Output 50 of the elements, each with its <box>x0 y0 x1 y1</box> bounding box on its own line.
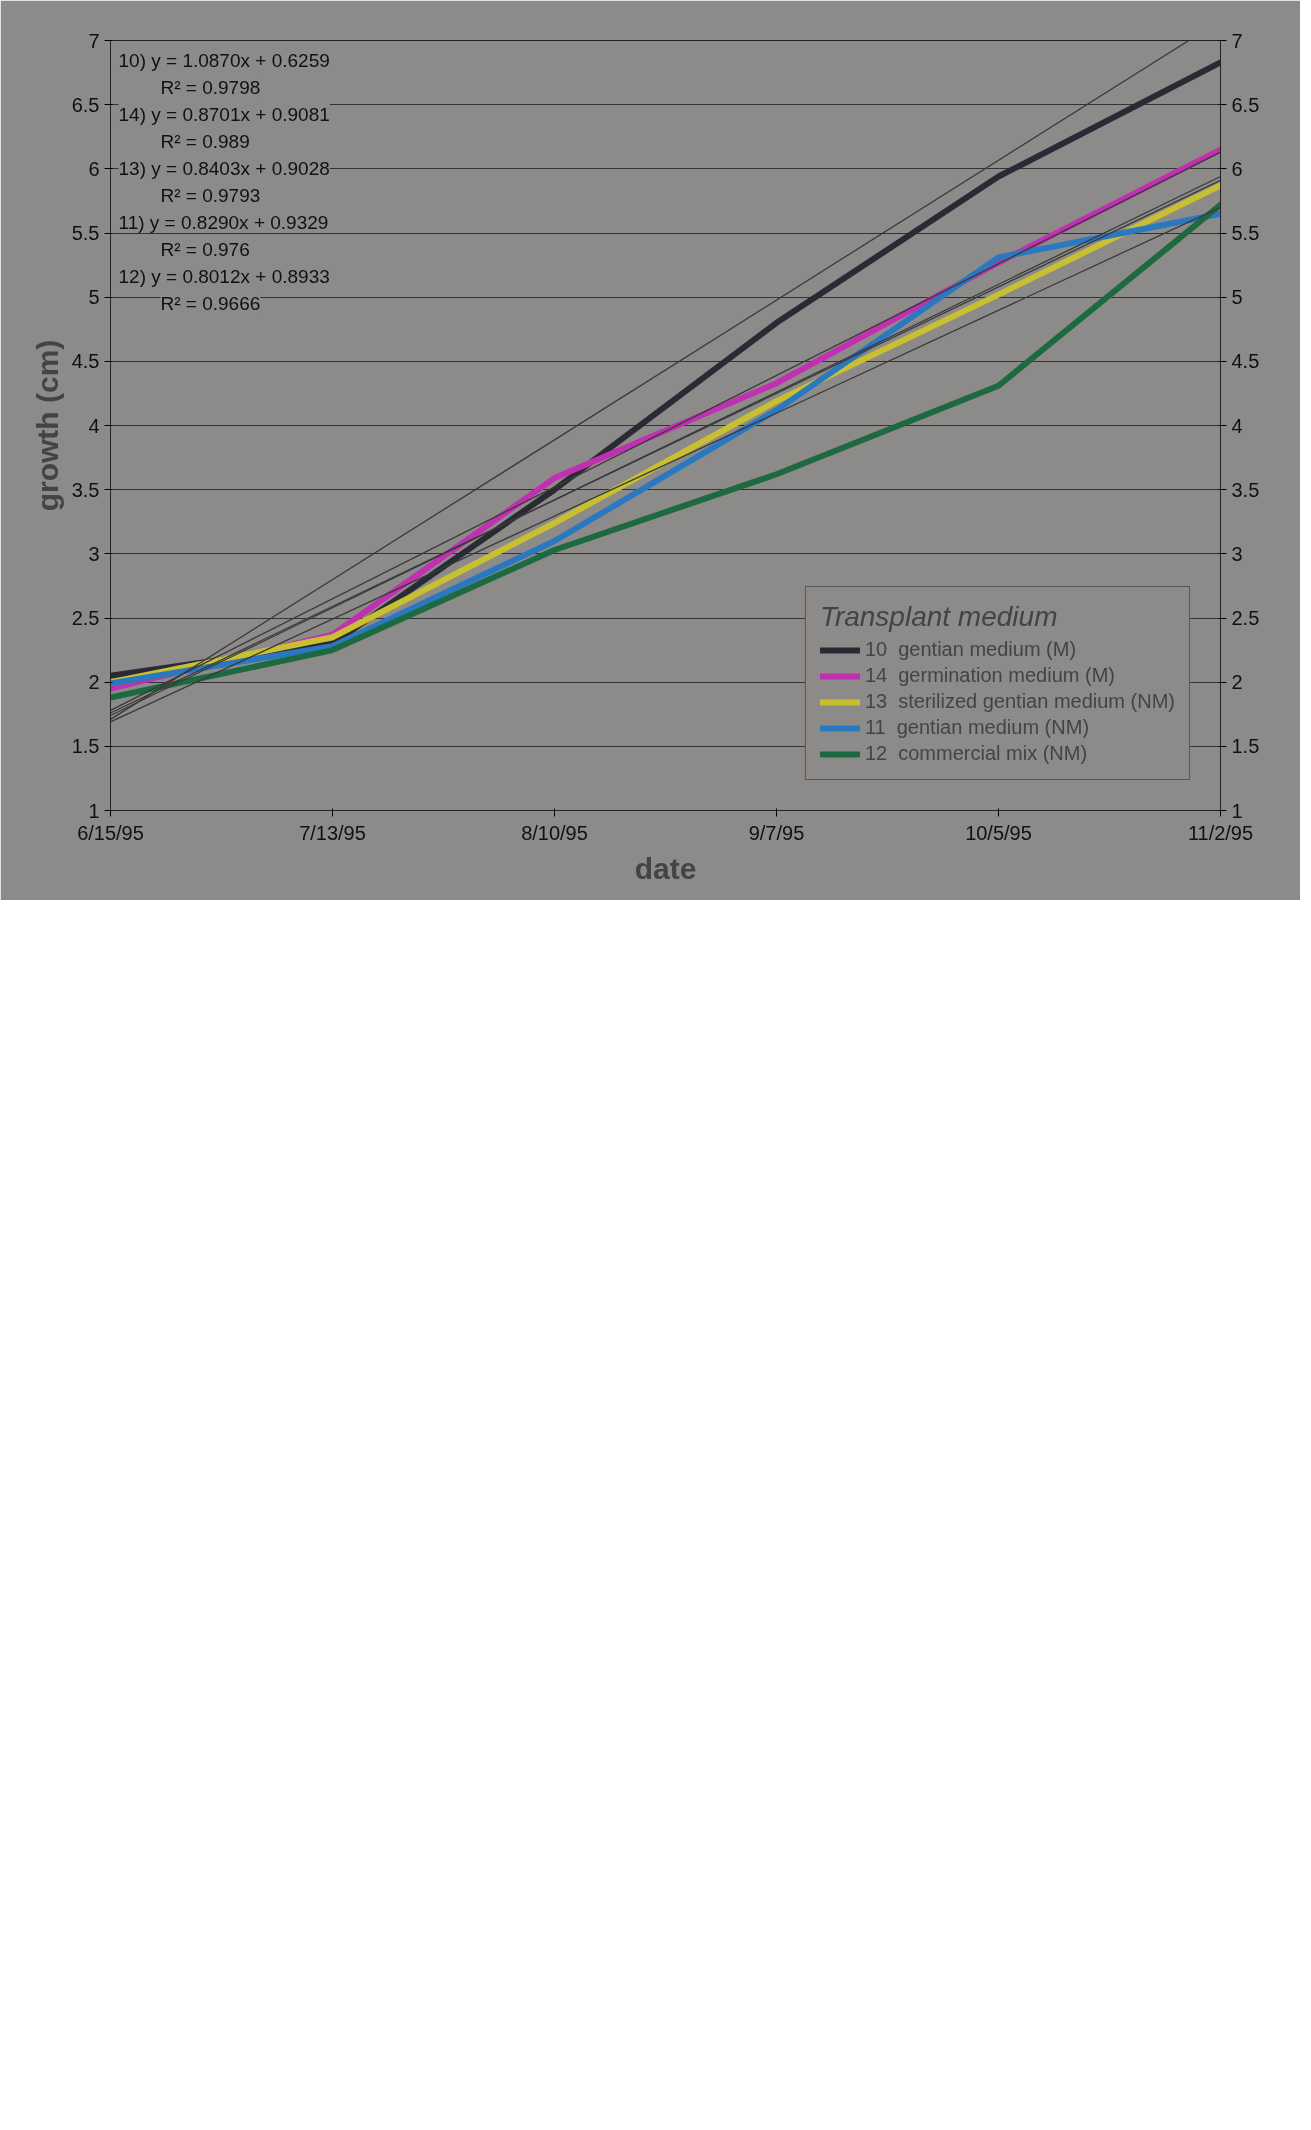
legend-label: 11 gentian medium (NM) <box>864 716 1090 739</box>
y2-tick-label: 3 <box>1231 542 1243 565</box>
y2-tick-label: 2 <box>1231 671 1243 694</box>
y2-tick-label: 6 <box>1231 157 1243 180</box>
y2-tick-label: 3.5 <box>1231 478 1260 501</box>
legend-label: 14 germination medium (M) <box>864 664 1115 687</box>
y-axis-title: growth (cm) <box>30 339 64 512</box>
y-tick-label: 6 <box>88 157 100 180</box>
annotation: 11) y = 0.8290x + 0.9329 <box>118 211 329 233</box>
legend-label: 12 commercial mix (NM) <box>864 742 1088 765</box>
y2-tick-label: 1.5 <box>1231 735 1260 758</box>
annotation: R² = 0.9798 <box>160 76 261 98</box>
x-tick-label: 11/2/95 <box>1187 821 1254 844</box>
y2-tick-label: 1 <box>1231 799 1243 822</box>
y-tick-label: 4 <box>88 414 100 437</box>
y2-tick-label: 4 <box>1231 414 1243 437</box>
y-tick-label: 2 <box>88 671 100 694</box>
y-tick-label: 1.5 <box>71 735 100 758</box>
legend-label: 10 gentian medium (M) <box>864 638 1077 661</box>
annotation: R² = 0.9793 <box>160 184 261 206</box>
y-tick-label: 5 <box>88 286 100 309</box>
y-tick-label: 5.5 <box>71 222 100 244</box>
y2-tick-label: 5.5 <box>1231 222 1260 244</box>
y-tick-label: 4.5 <box>71 350 100 373</box>
y-tick-label: 3.5 <box>71 478 100 501</box>
y-tick-label: 1 <box>88 799 100 822</box>
annotation: R² = 0.989 <box>160 130 250 152</box>
y-tick-label: 6.5 <box>71 93 100 116</box>
x-tick-label: 8/10/95 <box>521 821 588 844</box>
annotation: R² = 0.9666 <box>160 292 261 314</box>
annotation: 13) y = 0.8403x + 0.9028 <box>118 157 330 179</box>
x-tick-label: 10/5/95 <box>965 821 1032 844</box>
legend-title: Transplant medium <box>819 601 1059 633</box>
x-tick-label: 7/13/95 <box>299 821 366 844</box>
y-tick-label: 2.5 <box>71 607 100 629</box>
y2-tick-label: 2.5 <box>1231 607 1260 629</box>
annotation: 10) y = 1.0870x + 0.6259 <box>118 49 330 71</box>
x-axis-title: date <box>634 851 697 885</box>
x-tick-label: 9/7/95 <box>748 821 805 844</box>
annotation: 12) y = 0.8012x + 0.8933 <box>118 265 330 287</box>
y-tick-label: 7 <box>88 29 100 52</box>
legend-label: 13 sterilized gentian medium (NM) <box>864 690 1175 713</box>
y2-tick-label: 6.5 <box>1231 93 1260 116</box>
y2-tick-label: 4.5 <box>1231 350 1260 373</box>
annotation: R² = 0.976 <box>160 238 250 260</box>
y-tick-label: 3 <box>88 542 100 565</box>
y2-tick-label: 5 <box>1231 286 1243 309</box>
x-tick-label: 6/15/95 <box>77 821 144 844</box>
annotation: 14) y = 0.8701x + 0.9081 <box>118 103 330 125</box>
y2-tick-label: 7 <box>1231 29 1243 52</box>
